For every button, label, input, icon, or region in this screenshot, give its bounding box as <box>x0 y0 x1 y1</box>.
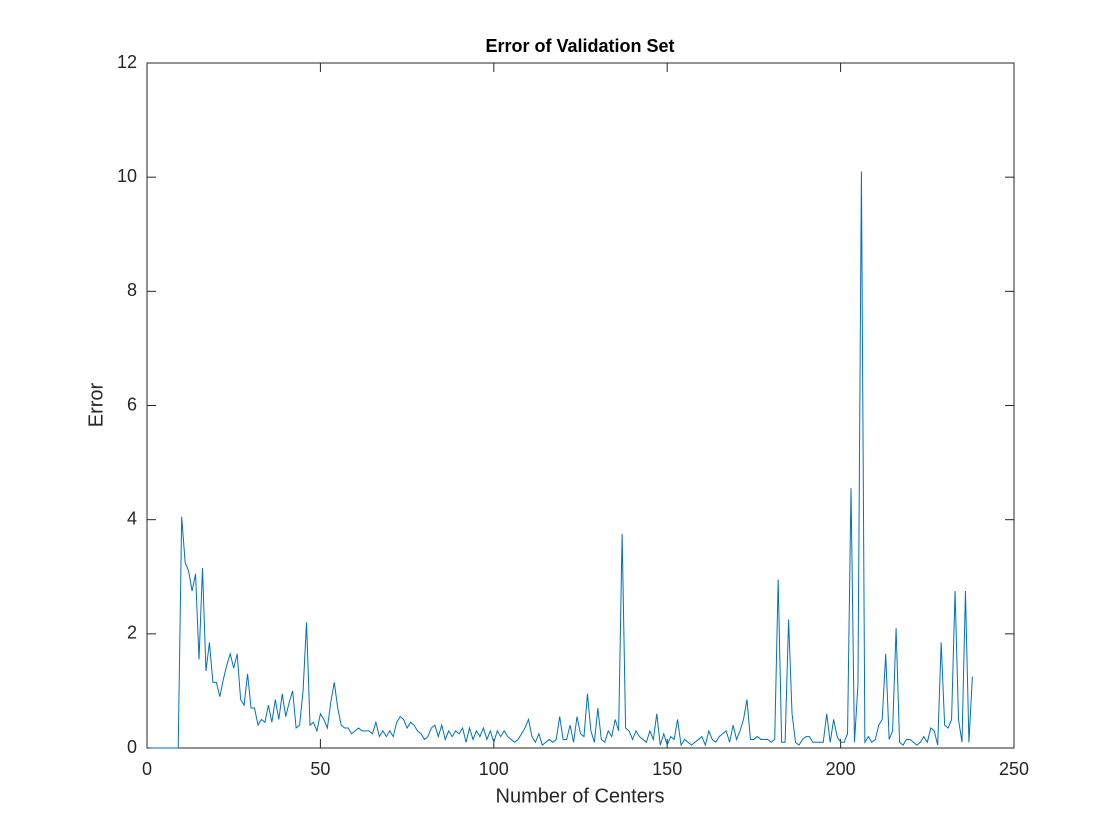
x-tick-label: 50 <box>310 759 330 779</box>
x-tick-label: 200 <box>826 759 856 779</box>
y-tick-label: 12 <box>117 52 137 72</box>
y-tick-label: 6 <box>127 394 137 414</box>
y-tick-label: 4 <box>127 508 137 528</box>
y-axis-label: Error <box>85 382 107 427</box>
y-tick-label: 2 <box>127 623 137 643</box>
x-tick-label: 100 <box>479 759 509 779</box>
chart-title: Error of Validation Set <box>485 36 674 56</box>
y-tick-label: 0 <box>127 737 137 757</box>
x-tick-label: 0 <box>142 759 152 779</box>
y-tick-label: 10 <box>117 166 137 186</box>
x-tick-label: 150 <box>652 759 682 779</box>
y-tick-label: 8 <box>127 280 137 300</box>
data-line <box>150 171 973 749</box>
x-tick-label: 250 <box>999 759 1029 779</box>
x-axis-label: Number of Centers <box>496 785 665 807</box>
